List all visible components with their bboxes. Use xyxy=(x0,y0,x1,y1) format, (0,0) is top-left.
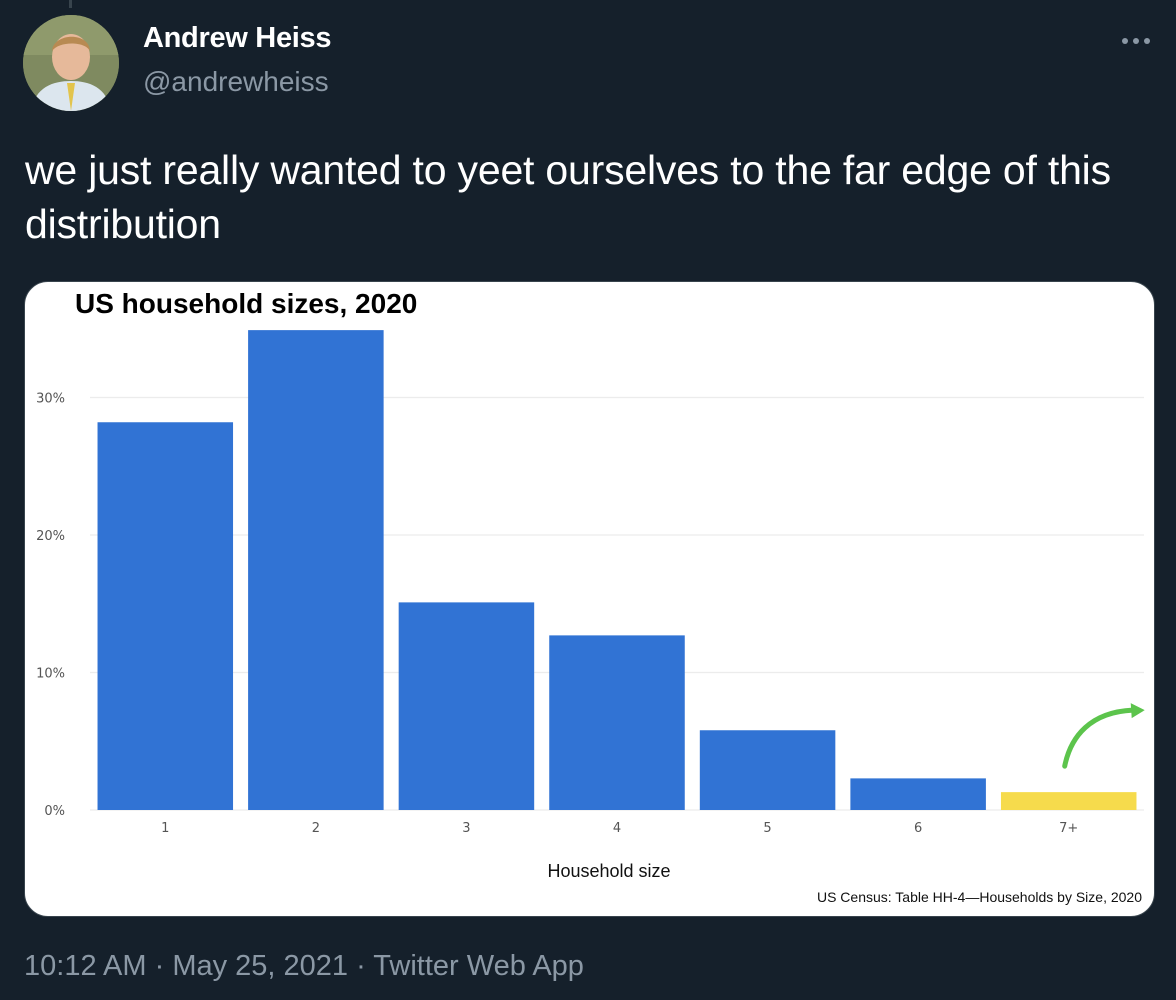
tweet-text: we just really wanted to yeet ourselves … xyxy=(25,147,1111,247)
x-axis-ticks: 1 2 3 4 5 6 7+ xyxy=(161,821,1078,836)
x-tick-label: 2 xyxy=(312,821,320,836)
bar-1 xyxy=(97,422,234,810)
tweet-media-chart[interactable]: US household sizes, 2020 0% 10% 20% 30% 1 2 3… xyxy=(24,281,1155,917)
thread-connector xyxy=(69,0,72,8)
yeet-arrow-head xyxy=(1130,703,1145,719)
chart-title: US household sizes, 2020 xyxy=(75,288,417,319)
bar-6 xyxy=(850,778,986,810)
tweet-source[interactable]: Twitter Web App xyxy=(373,950,584,982)
separator-dot: · xyxy=(146,950,173,982)
y-tick-label: 10% xyxy=(36,667,65,682)
bar-5 xyxy=(699,730,836,810)
chart-source-caption: US Census: Table HH-4—Households by Size… xyxy=(817,889,1142,905)
yeet-arrow-annotation xyxy=(1062,707,1136,769)
y-axis-ticks: 0% 10% 20% 30% xyxy=(36,392,65,820)
separator-dot: · xyxy=(348,950,374,982)
avatar[interactable] xyxy=(23,15,119,111)
x-axis-title: Household size xyxy=(547,861,670,881)
bar-4 xyxy=(549,635,685,810)
y-tick-label: 20% xyxy=(36,529,65,544)
x-tick-label: 7+ xyxy=(1059,821,1078,836)
x-tick-label: 1 xyxy=(161,821,169,836)
bar-2 xyxy=(248,330,384,810)
x-tick-label: 4 xyxy=(613,821,621,836)
avatar-photo xyxy=(23,15,119,111)
y-tick-label: 30% xyxy=(36,392,65,407)
bar-7+ xyxy=(1000,792,1137,810)
more-dots-icon xyxy=(1122,38,1150,44)
x-tick-label: 5 xyxy=(763,821,771,836)
author-name[interactable]: Andrew Heiss xyxy=(143,22,332,54)
more-options-button[interactable] xyxy=(1116,24,1156,60)
bar-3 xyxy=(398,602,535,810)
chart-bars xyxy=(97,330,1137,810)
tweet-date[interactable]: May 25, 2021 xyxy=(172,950,349,982)
author-handle[interactable]: @andrewheiss xyxy=(143,66,329,97)
tweet-time[interactable]: 10:12 AM xyxy=(24,950,147,982)
x-tick-label: 6 xyxy=(914,821,922,836)
bar-chart: US household sizes, 2020 0% 10% 20% 30% 1 2 3… xyxy=(36,288,1145,905)
tweet-timestamp: 10:12 AM · May 25, 2021 · Twitter Web Ap… xyxy=(24,950,584,983)
y-tick-label: 0% xyxy=(44,804,65,819)
x-tick-label: 3 xyxy=(462,821,470,836)
